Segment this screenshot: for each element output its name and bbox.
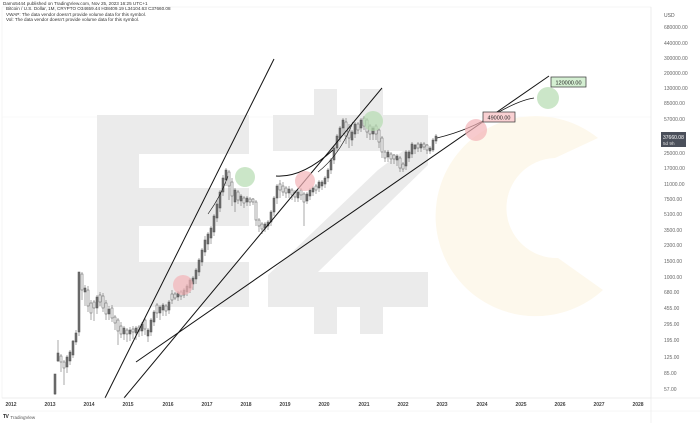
svg-text:2016: 2016 [162,402,173,408]
price-label-120000-text: 120000.00 [556,81,582,87]
svg-text:11000.00: 11000.00 [664,182,685,188]
trendline-steep [104,58,275,399]
bar-countdown: 5d 9h [663,141,675,146]
svg-text:2024: 2024 [476,402,487,408]
svg-text:3500.00: 3500.00 [664,228,682,234]
svg-text:1000.00: 1000.00 [664,275,682,281]
svg-text:2012: 2012 [5,402,16,408]
tradingview-mark-icon: TV [3,414,9,420]
svg-text:1500.00: 1500.00 [664,259,682,265]
svg-text:130000.00: 130000.00 [664,86,688,92]
arc-2019-2020 [275,149,334,177]
vwap-note: VWAP: The data vendor doesn't provide vo… [6,11,147,17]
svg-text:57.00: 57.00 [664,387,677,393]
circle-green-2021 [363,111,383,131]
symbol-ohlc-line[interactable]: Bitcoin / U.S. Dollar, 1M, CRYPTO O34659… [6,6,171,12]
tradingview-logo[interactable]: TV TradingView [3,414,35,420]
svg-text:2022: 2022 [397,402,408,408]
svg-text:2019: 2019 [279,402,290,408]
svg-text:85.00: 85.00 [664,371,677,377]
volume-note: Vol: The data vendor doesn't provide vol… [6,17,140,23]
svg-text:25000.00: 25000.00 [664,151,685,157]
svg-text:2014: 2014 [83,402,94,408]
price-label-49000[interactable]: 49000.00 [482,111,516,123]
trendline-mid [123,87,383,399]
svg-text:195.00: 195.00 [664,338,680,344]
highlight-circles [173,87,559,295]
arc-2017 [207,175,229,215]
svg-text:125.00: 125.00 [664,355,680,361]
svg-text:2023: 2023 [436,402,447,408]
watermark-e [97,115,249,307]
watermark-bitcoin [268,89,428,334]
currency-label: USD [664,13,675,19]
svg-text:57000.00: 57000.00 [664,117,685,123]
svg-text:300000.00: 300000.00 [664,56,688,62]
price-label-120000[interactable]: 120000.00 [550,76,587,88]
circle-green-2025 [537,87,559,109]
svg-text:2018: 2018 [240,402,251,408]
svg-text:2027: 2027 [593,402,604,408]
arc-2020-2021 [317,121,354,173]
price-label-49000-text: 49000.00 [488,116,511,122]
svg-text:440000.00: 440000.00 [664,41,688,47]
svg-text:2021: 2021 [358,402,369,408]
circle-red-2019 [295,171,315,191]
circle-red-2016 [173,275,193,295]
svg-text:295.00: 295.00 [664,322,680,328]
svg-text:7500.00: 7500.00 [664,197,682,203]
svg-text:2017: 2017 [201,402,212,408]
circle-red-2024 [465,119,487,141]
svg-text:680.00: 680.00 [664,290,680,296]
svg-text:17000.00: 17000.00 [664,166,685,172]
svg-text:2028: 2028 [632,402,643,408]
svg-text:2025: 2025 [515,402,526,408]
svg-text:2013: 2013 [44,402,55,408]
watermark-c [435,116,603,317]
price-axis[interactable]: USD 680000.00 440000.00 300000.00 200000… [650,7,688,423]
tradingview-logo-text: TradingView [10,414,36,420]
published-info: Damo5444 published on TradingView.com, N… [3,1,148,6]
current-price-value: 37660.08 [663,135,684,141]
svg-text:5100.00: 5100.00 [664,212,682,218]
svg-text:200000.00: 200000.00 [664,71,688,77]
svg-text:2026: 2026 [554,402,565,408]
svg-text:2020: 2020 [318,402,329,408]
svg-text:2300.00: 2300.00 [664,243,682,249]
time-axis[interactable]: 2012 2013 2014 2015 2016 2017 2018 2019 … [2,397,700,412]
circle-green-2018 [235,167,255,187]
svg-text:680000.00: 680000.00 [664,25,688,31]
chart-header: Damo5444 published on TradingView.com, N… [3,1,171,23]
current-price-tag [661,132,686,147]
svg-text:2015: 2015 [122,402,133,408]
svg-text:85000.00: 85000.00 [664,101,685,107]
svg-text:455.00: 455.00 [664,306,680,312]
